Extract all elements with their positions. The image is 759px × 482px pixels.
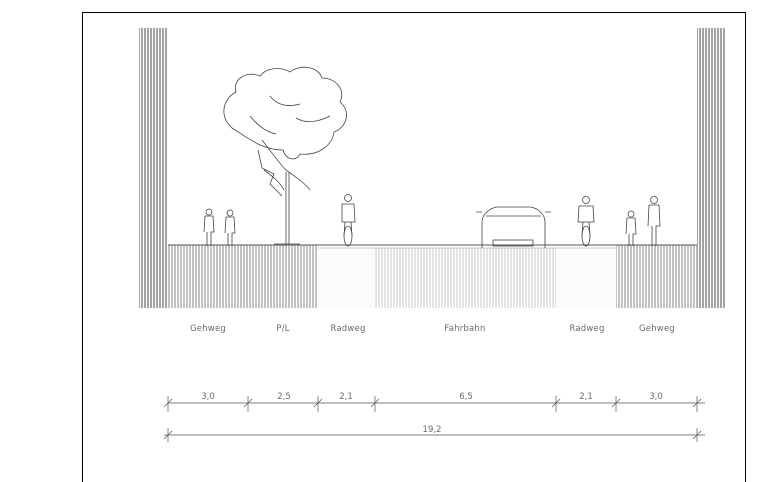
cyclist-icon [577,196,595,247]
dimension-line-total [163,428,705,442]
zone-gehweg-left [168,245,248,308]
zone-radweg-left [318,248,375,308]
dimension-gehweg-right: 3,0 [649,392,663,402]
dimension-fahrbahn: 6,5 [459,392,473,402]
building-wall-right [697,28,726,308]
dimension-gehweg-left: 3,0 [201,392,215,402]
building-wall-left [139,28,168,308]
dimension-radweg-left: 2,1 [339,392,353,402]
dimension-line-segments [163,396,705,412]
section-label-gehweg-left: Gehweg [190,324,226,334]
zone-radweg-right [556,248,616,308]
section-label-gehweg-right: Gehweg [639,324,675,334]
section-label-radweg-right: Radweg [569,324,604,334]
cyclist-icon [341,194,356,247]
pedestrian-icon [625,196,661,246]
zone-parking [248,245,318,308]
pedestrian-icon [203,208,236,246]
section-label-parking: P/L [276,324,289,334]
section-label-fahrbahn: Fahrbahn [444,324,485,334]
dimension-radweg-right: 2,1 [579,392,593,402]
car-icon [476,206,551,248]
street-cross-section: Gehweg P/L Radweg Fahrbahn Radweg Gehweg… [139,28,726,442]
section-label-radweg-left: Radweg [330,324,365,334]
dimension-total: 19,2 [423,425,442,435]
zone-gehweg-right [616,245,697,308]
dimension-parking: 2,5 [277,392,291,402]
drawing-frame [82,12,746,482]
tree-icon [223,66,347,245]
zone-fahrbahn [375,248,556,308]
